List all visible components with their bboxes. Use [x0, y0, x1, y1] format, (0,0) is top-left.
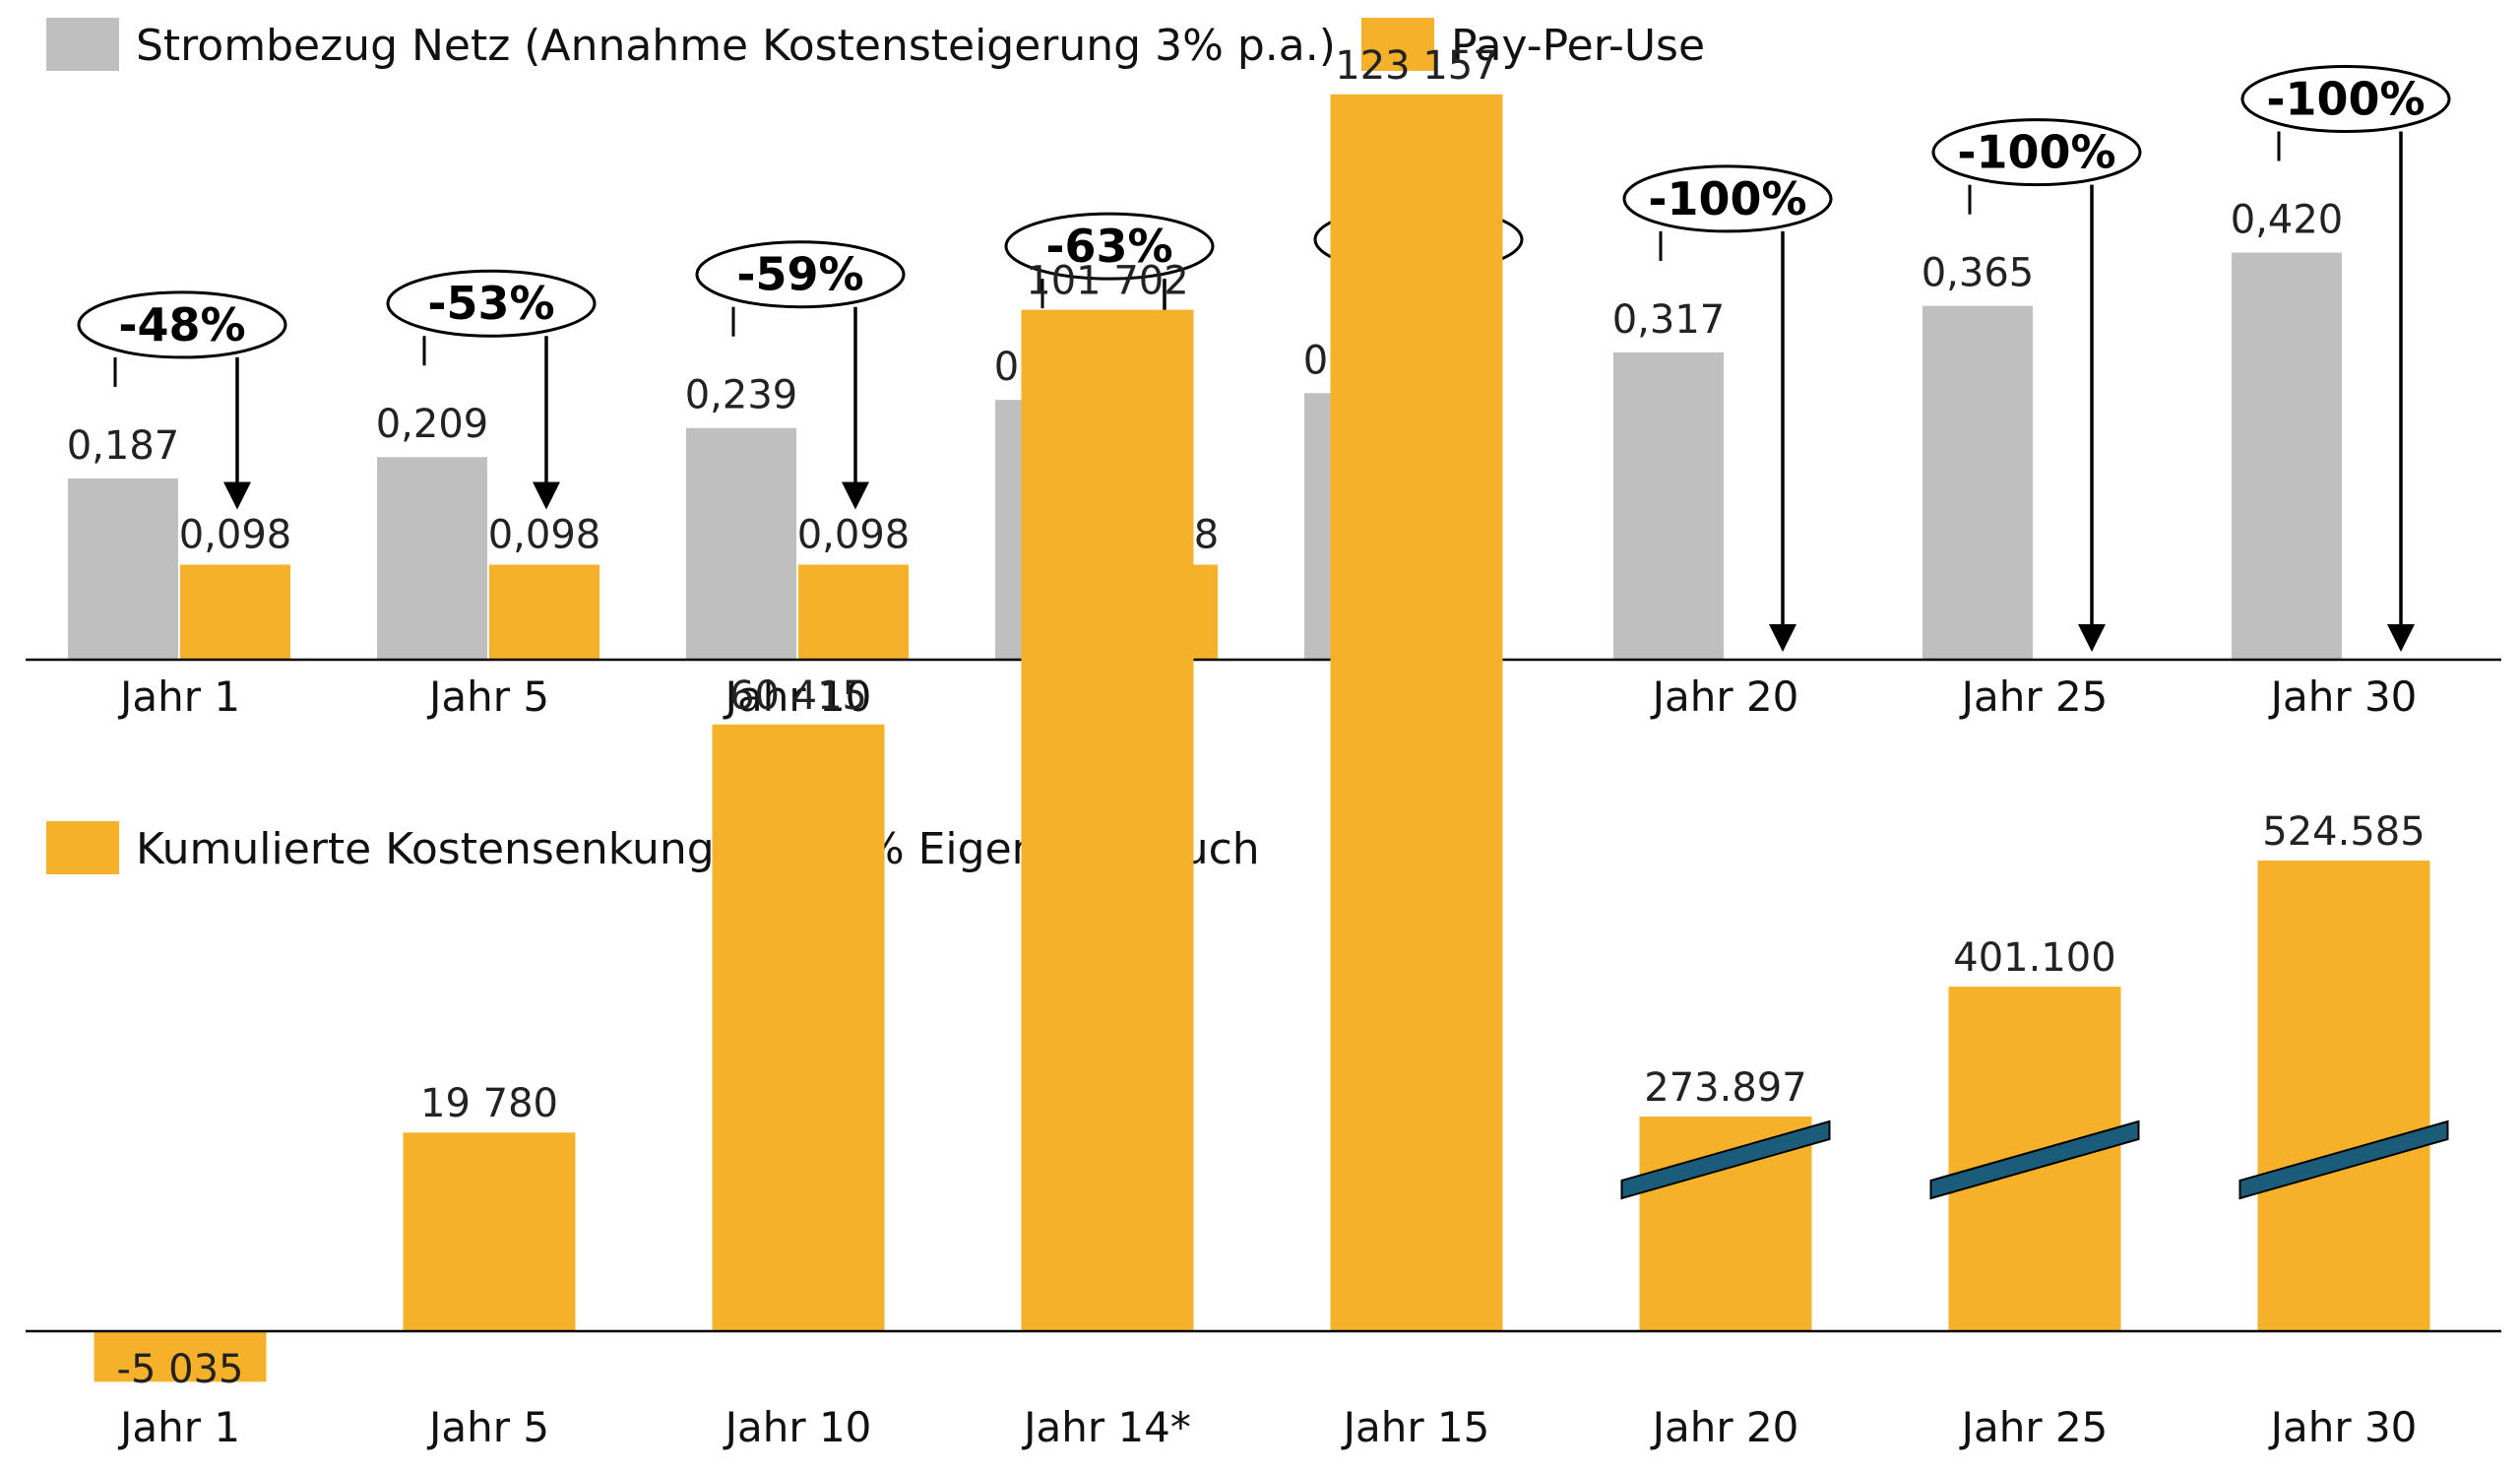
annotation-label: -53% — [427, 277, 554, 330]
annotation-bubble — [77, 290, 287, 359]
x-tick-label: Jahr 25 — [1959, 672, 2109, 721]
data-label-strombezug: 0,420 — [2231, 198, 2344, 243]
data-label-kostensenkung: 123 157 — [1335, 43, 1497, 89]
annotation-bubble — [695, 240, 906, 309]
annotation-bubble — [2240, 65, 2451, 134]
data-label-pay-per-use: 0,098 — [488, 513, 601, 558]
data-label-strombezug: 0,365 — [1922, 251, 2035, 296]
bar-strombezug — [1613, 352, 1724, 660]
x-tick-label: Jahr 1 — [117, 672, 240, 721]
axis-break-marker — [2238, 1119, 2449, 1200]
bar-kostensenkung — [712, 724, 885, 1331]
legend-label-pay-per-use: Pay-Per-Use — [1451, 21, 1705, 71]
data-label-kostensenkung: 273.897 — [1644, 1065, 1806, 1111]
x-tick-label: Jahr 14* — [1021, 1403, 1191, 1451]
bar-strombezug — [1922, 305, 2033, 660]
annotation-label: -100% — [2266, 73, 2425, 126]
data-label-strombezug: 0,187 — [67, 423, 180, 469]
annotation-bubble — [1004, 212, 1215, 281]
data-label-strombezug: 0,239 — [685, 373, 798, 418]
data-label-strombezug: 0,209 — [376, 402, 489, 447]
bar-strombezug — [377, 457, 487, 660]
bar-pay-per-use — [489, 564, 599, 660]
bar-kostensenkung — [1021, 309, 1194, 1331]
data-label-kostensenkung: -5 035 — [117, 1347, 244, 1392]
x-tick-label: Jahr 1 — [117, 1403, 240, 1451]
legend-swatch-kostensenkung — [46, 821, 119, 874]
bar-strombezug — [686, 427, 796, 660]
data-label-kostensenkung: 524.585 — [2262, 809, 2425, 855]
data-label-kostensenkung: 19 780 — [420, 1081, 558, 1126]
x-tick-label: Jahr 20 — [1650, 1403, 1799, 1451]
bar-kostensenkung — [94, 1331, 267, 1382]
bar-kostensenkung — [2257, 861, 2430, 1331]
x-tick-label: Jahr 30 — [2268, 672, 2418, 721]
annotation-label: -100% — [1957, 126, 2115, 179]
data-label-pay-per-use: 0,098 — [797, 513, 911, 558]
x-tick-label: Jahr 10 — [723, 1403, 872, 1451]
data-label-pay-per-use: 0,098 — [179, 513, 292, 558]
annotation-label: -48% — [118, 298, 245, 352]
axis-break-marker — [1929, 1119, 2140, 1200]
bar-pay-per-use — [798, 564, 909, 660]
bar-strombezug — [68, 478, 178, 660]
x-tick-label: Jahr 5 — [426, 672, 549, 721]
bar-kostensenkung — [403, 1132, 576, 1331]
legend-label-strombezug: Strombezug Netz (Annahme Kostensteigerun… — [136, 21, 1336, 71]
x-tick-label: Jahr 10 — [723, 672, 872, 721]
bar-kostensenkung — [1330, 94, 1503, 1332]
annotation-bubble — [386, 269, 597, 338]
data-label-kostensenkung: 401.100 — [1953, 935, 2115, 981]
data-label-kostensenkung: 101 702 — [1026, 259, 1188, 304]
x-tick-label: Jahr 30 — [2268, 1403, 2418, 1451]
x-tick-label: Jahr 5 — [426, 1403, 549, 1451]
axis-break-marker — [1620, 1119, 1831, 1200]
x-tick-label: Jahr 15 — [1341, 1403, 1490, 1451]
x-tick-label: Jahr 25 — [1959, 1403, 2109, 1451]
annotation-label: -63% — [1045, 220, 1172, 273]
annotation-bubble — [1931, 118, 2142, 187]
legend-swatch-strombezug — [46, 18, 119, 71]
bar-strombezug — [2232, 252, 2342, 660]
annotation-label: -59% — [736, 248, 863, 301]
x-tick-label: Jahr 20 — [1650, 672, 1799, 721]
bar-pay-per-use — [180, 564, 290, 660]
legend-swatch-pay-per-use — [1361, 18, 1434, 71]
annotation-label: -100% — [1648, 172, 1806, 225]
annotation-bubble — [1622, 164, 1833, 233]
data-label-kostensenkung: 60 415 — [729, 673, 867, 719]
data-label-strombezug: 0,317 — [1612, 297, 1726, 343]
